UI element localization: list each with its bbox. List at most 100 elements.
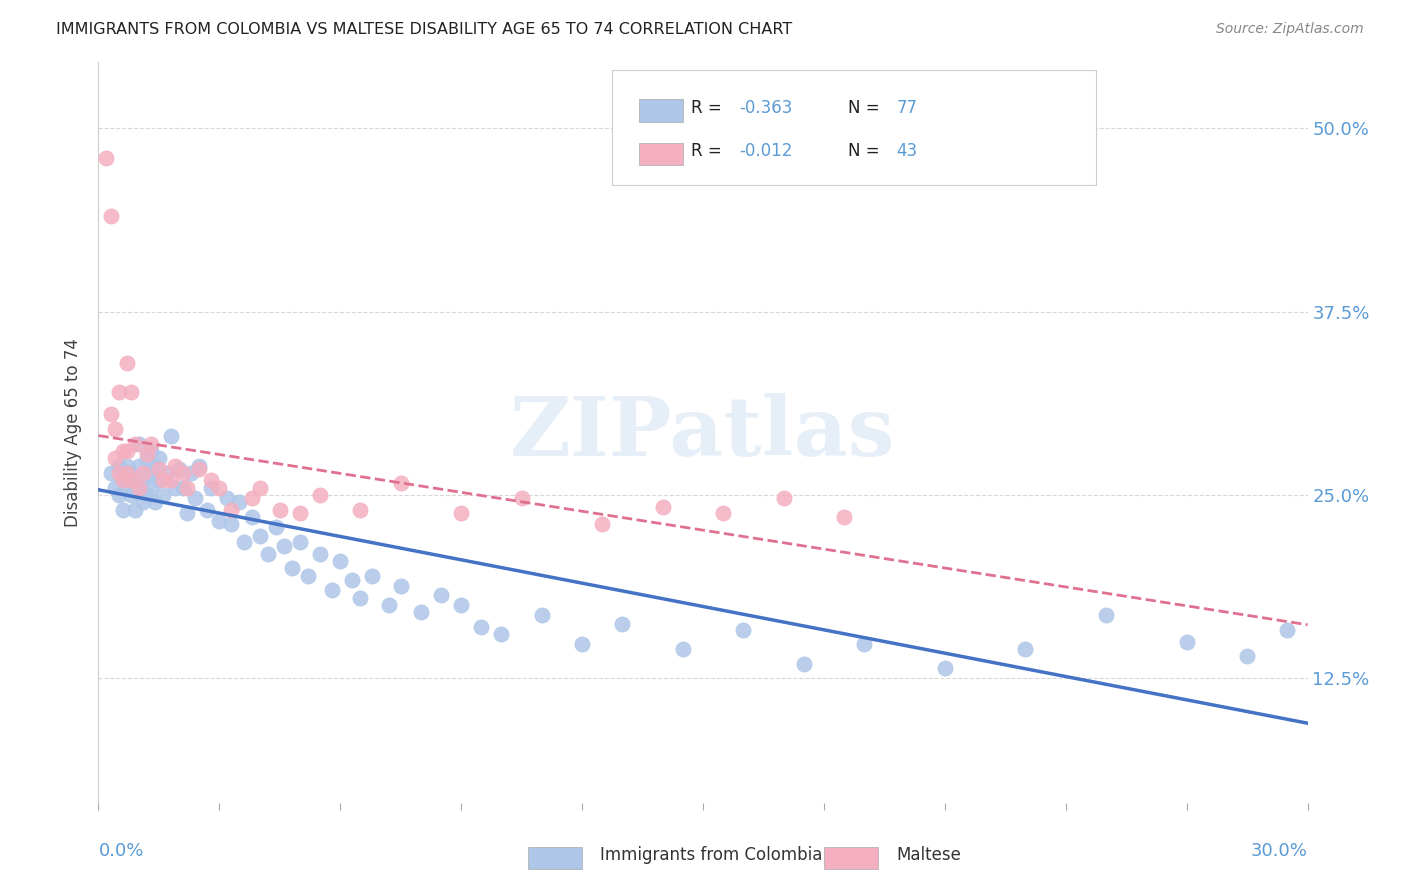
FancyBboxPatch shape: [638, 99, 683, 121]
Point: [128, 481, 150, 495]
Point: [115, 481, 138, 495]
Point: [139, 481, 162, 495]
Y-axis label: Disability Age 65 to 74: Disability Age 65 to 74: [65, 338, 83, 527]
Point: [377, 598, 399, 612]
Point: [143, 458, 166, 473]
Point: [120, 488, 142, 502]
Point: [1236, 649, 1258, 664]
Point: [103, 422, 125, 436]
Point: [135, 451, 157, 466]
Point: [176, 481, 198, 495]
Text: N =: N =: [848, 99, 884, 117]
Point: [135, 447, 157, 461]
Text: -0.012: -0.012: [740, 143, 793, 161]
Point: [934, 661, 956, 675]
Point: [180, 466, 202, 480]
Text: Immigrants from Colombia: Immigrants from Colombia: [600, 846, 823, 863]
Point: [772, 491, 794, 505]
Point: [128, 436, 150, 450]
Text: R =: R =: [690, 143, 727, 161]
Point: [288, 506, 311, 520]
Point: [120, 466, 142, 480]
Point: [148, 473, 170, 487]
Point: [1175, 634, 1198, 648]
Point: [128, 458, 150, 473]
Point: [832, 510, 855, 524]
Point: [124, 502, 146, 516]
Point: [103, 481, 125, 495]
Point: [450, 506, 472, 520]
Point: [1014, 641, 1036, 656]
Point: [208, 514, 231, 528]
Point: [135, 488, 157, 502]
Point: [148, 451, 170, 466]
Point: [184, 491, 207, 505]
Point: [510, 491, 533, 505]
Point: [389, 476, 412, 491]
Point: [128, 481, 150, 495]
Point: [281, 561, 304, 575]
Point: [491, 627, 513, 641]
Point: [188, 461, 211, 475]
Point: [172, 481, 194, 495]
Point: [120, 473, 142, 487]
Point: [672, 641, 695, 656]
Text: Maltese: Maltese: [897, 846, 962, 863]
Text: 43: 43: [897, 143, 918, 161]
Point: [733, 623, 755, 637]
Point: [107, 385, 129, 400]
Point: [240, 510, 263, 524]
Point: [264, 520, 287, 534]
Point: [143, 495, 166, 509]
Point: [389, 579, 412, 593]
Point: [1277, 623, 1299, 637]
Point: [249, 481, 271, 495]
Point: [111, 473, 134, 487]
Point: [115, 444, 138, 458]
Point: [172, 466, 194, 480]
Point: [200, 481, 222, 495]
Point: [163, 458, 186, 473]
Point: [273, 539, 295, 553]
Point: [612, 616, 634, 631]
Point: [107, 458, 129, 473]
Text: N =: N =: [848, 143, 884, 161]
Point: [321, 583, 343, 598]
Point: [139, 436, 162, 450]
Text: 30.0%: 30.0%: [1251, 842, 1308, 860]
Point: [115, 356, 138, 370]
Point: [240, 491, 263, 505]
Point: [115, 466, 138, 480]
Point: [100, 466, 122, 480]
Text: Source: ZipAtlas.com: Source: ZipAtlas.com: [1216, 22, 1364, 37]
Point: [651, 500, 673, 514]
Point: [711, 506, 734, 520]
Point: [96, 151, 118, 165]
Point: [152, 488, 174, 502]
Point: [1095, 608, 1118, 623]
Point: [853, 637, 876, 651]
Point: [100, 210, 122, 224]
Text: 77: 77: [897, 99, 918, 117]
FancyBboxPatch shape: [527, 847, 582, 870]
Point: [309, 547, 332, 561]
Point: [361, 568, 384, 582]
Point: [571, 637, 593, 651]
Point: [232, 534, 254, 549]
Point: [256, 547, 278, 561]
Point: [107, 466, 129, 480]
Point: [148, 461, 170, 475]
Point: [288, 534, 311, 549]
Point: [309, 488, 332, 502]
Point: [124, 473, 146, 487]
Point: [297, 568, 319, 582]
Point: [530, 608, 553, 623]
Point: [160, 473, 183, 487]
Point: [342, 573, 364, 587]
Point: [139, 466, 162, 480]
Point: [329, 554, 352, 568]
Point: [409, 605, 432, 619]
Point: [249, 529, 271, 543]
Point: [176, 506, 198, 520]
Point: [470, 620, 492, 634]
